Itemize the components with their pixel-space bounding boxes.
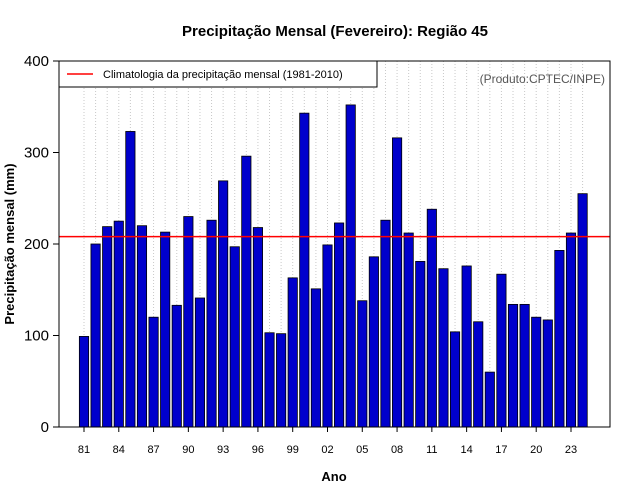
bar-07 (380, 219, 391, 428)
bar-21 (542, 319, 553, 428)
bar-16 (484, 371, 495, 428)
bar-24 (577, 193, 588, 428)
x-tick-label: 96 (252, 444, 264, 456)
bar-97 (264, 332, 275, 428)
bar-88 (160, 231, 171, 428)
bar-94 (229, 246, 240, 428)
source-annotation: (Produto:CPTEC/INPE) (480, 72, 605, 86)
y-tick-label: 100 (24, 328, 49, 345)
bar-18 (507, 303, 519, 428)
bar-90 (183, 216, 194, 428)
x-tick-label: 08 (391, 444, 403, 456)
vertical-grid (83, 61, 584, 427)
x-axis: 81 84 87 90 93 96 99 02 05 08 11 14 17 20 23 (78, 427, 577, 456)
bar-08 (392, 137, 403, 428)
chart-title: Precipitação Mensal (Fevereiro): Região … (182, 23, 488, 40)
bar-86 (136, 225, 148, 428)
bar-11 (426, 208, 437, 428)
bar-series (78, 104, 588, 428)
x-tick-label: 23 (565, 444, 577, 456)
bar-20 (531, 316, 542, 428)
x-tick-label: 11 (426, 444, 437, 456)
x-tick-label: 17 (495, 444, 507, 456)
bar-92 (206, 219, 217, 428)
x-tick-label: 05 (356, 444, 368, 456)
bar-84 (113, 220, 124, 428)
bar-23 (565, 232, 577, 428)
bar-14 (461, 265, 472, 428)
y-tick-label: 400 (24, 53, 49, 70)
bar-17 (496, 273, 507, 428)
x-tick-label: 81 (78, 444, 90, 456)
legend-label: Climatologia da precipitação mensal (198… (103, 69, 343, 81)
x-tick-label: 87 (147, 444, 159, 456)
x-axis-label: Ano (321, 469, 346, 484)
bar-81 (78, 336, 90, 428)
x-tick-label: 99 (287, 444, 299, 456)
bar-04 (345, 104, 356, 428)
x-tick-label: 84 (113, 444, 125, 456)
bar-15 (473, 321, 484, 428)
bar-19 (519, 303, 530, 428)
x-tick-label: 93 (217, 444, 229, 456)
bar-89 (171, 304, 182, 428)
x-tick-label: 02 (321, 444, 333, 456)
legend-box (58, 60, 378, 88)
bar-10 (415, 260, 426, 428)
x-tick-label: 90 (182, 444, 194, 456)
bar-91 (194, 297, 206, 428)
bar-99 (287, 277, 298, 428)
y-axis-label: Precipitação mensal (mm) (2, 163, 17, 324)
bar-82 (90, 243, 101, 428)
bar-22 (554, 250, 565, 428)
bar-12 (438, 268, 449, 428)
bar-09 (403, 232, 414, 428)
bar-03 (334, 222, 345, 428)
legend: Climatologia da precipitação mensal (198… (58, 60, 378, 88)
y-axis: 0 100 200 300 400 (24, 53, 59, 436)
bar-85 (125, 131, 136, 428)
x-tick-label: 14 (461, 444, 473, 456)
bar-93 (218, 180, 229, 428)
x-tick-label: 20 (530, 444, 542, 456)
bar-01 (310, 288, 321, 428)
bar-95 (241, 155, 252, 428)
bar-96 (252, 227, 263, 428)
bar-98 (276, 333, 287, 428)
bar-83 (102, 226, 113, 428)
bar-00 (299, 112, 310, 428)
bar-87 (148, 316, 159, 428)
bar-02 (322, 244, 333, 428)
bar-06 (368, 256, 379, 428)
y-tick-label: 200 (24, 236, 49, 253)
bar-05 (357, 300, 368, 428)
y-tick-label: 300 (24, 145, 49, 162)
y-tick-label: 0 (41, 419, 49, 436)
bar-13 (449, 331, 461, 428)
